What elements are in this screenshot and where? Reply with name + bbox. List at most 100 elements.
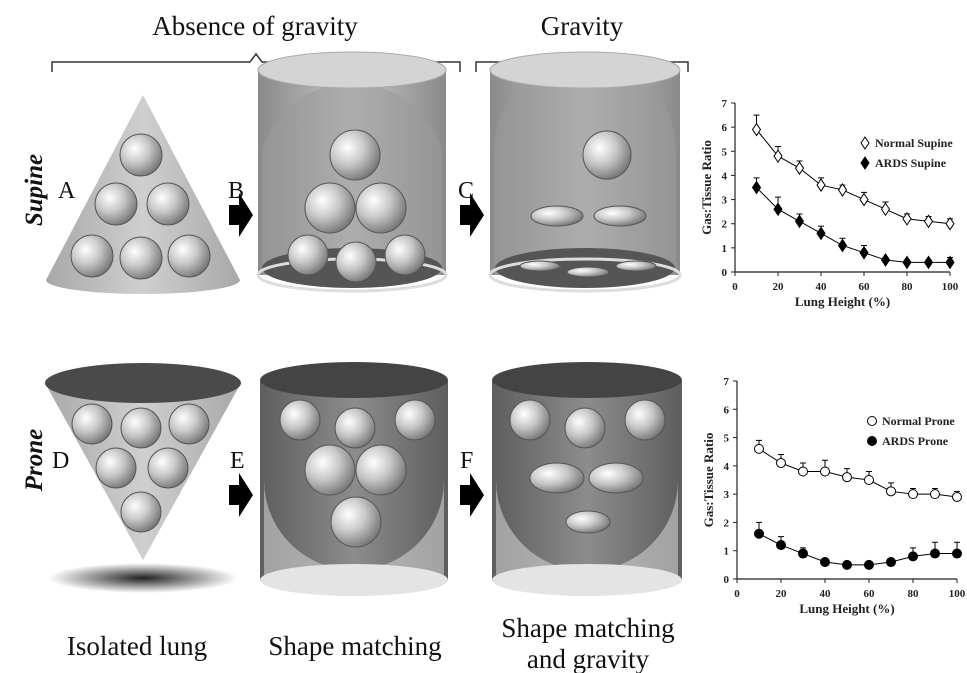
arrow <box>460 473 484 517</box>
marker <box>903 213 911 225</box>
alveolus <box>72 404 112 444</box>
x-axis-label: Lung Height (%) <box>795 294 890 309</box>
marker <box>887 558 896 567</box>
y-tick-label: 6 <box>722 122 728 134</box>
marker <box>796 215 804 227</box>
alveolus <box>96 448 136 488</box>
marker <box>843 560 852 569</box>
panel-letter: E <box>230 448 245 474</box>
alveolus <box>520 261 560 271</box>
marker <box>865 560 874 569</box>
x-tick-label: 0 <box>734 588 740 600</box>
alveolus <box>305 183 355 233</box>
dome <box>494 59 676 275</box>
legend-marker <box>868 437 877 446</box>
shadow <box>48 563 238 593</box>
x-tick-label: 80 <box>908 588 920 600</box>
cylinder-top <box>260 362 448 398</box>
y-tick-label: 6 <box>724 404 730 416</box>
marker <box>925 256 933 268</box>
y-tick-label: 5 <box>722 146 728 158</box>
marker <box>839 239 847 251</box>
x-tick-label: 100 <box>942 281 959 293</box>
y-tick-label: 2 <box>724 517 730 529</box>
illustration <box>45 52 682 596</box>
row-label: Supine <box>21 154 48 226</box>
alveolus <box>356 445 406 495</box>
y-tick-label: 4 <box>724 461 730 473</box>
caption: Isolated lung <box>67 631 207 661</box>
alveolus <box>169 404 209 444</box>
alveolus <box>565 408 605 448</box>
alveolus <box>330 130 380 180</box>
cylinder-top <box>258 52 446 88</box>
legend-label: Normal Supine <box>875 136 953 150</box>
alveolus <box>583 131 631 179</box>
marker <box>953 492 962 501</box>
marker <box>903 256 911 268</box>
x-tick-label: 60 <box>859 281 871 293</box>
y-tick-label: 3 <box>722 195 728 207</box>
legend-marker <box>868 417 877 426</box>
arrow <box>229 473 253 517</box>
x-tick-label: 0 <box>732 281 738 293</box>
marker <box>777 541 786 550</box>
marker <box>882 254 890 266</box>
alveolus <box>625 400 665 440</box>
marker <box>755 444 764 453</box>
marker <box>865 476 874 485</box>
alveolus <box>566 511 610 533</box>
panel-letter: F <box>460 448 473 474</box>
alveolus <box>147 183 189 225</box>
y-tick-label: 0 <box>722 267 728 279</box>
marker <box>799 549 808 558</box>
alveolus <box>335 408 375 448</box>
charts: 01234567020406080100Lung Height (%)Gas:T… <box>699 98 966 616</box>
marker <box>821 467 830 476</box>
alveolus <box>121 408 161 448</box>
legend-label: ARDS Supine <box>875 156 947 170</box>
marker <box>817 227 825 239</box>
alveolus <box>120 237 162 279</box>
marker <box>860 194 868 206</box>
marker <box>931 490 940 499</box>
marker <box>946 218 954 230</box>
marker <box>909 552 918 561</box>
x-tick-label: 40 <box>816 281 828 293</box>
y-axis-label: Gas:Tissue Ratio <box>701 433 716 528</box>
caption: Shape matching <box>268 631 441 661</box>
x-axis-label: Lung Height (%) <box>799 601 894 616</box>
alveolus <box>530 463 584 493</box>
marker <box>817 179 825 191</box>
alveolus <box>305 445 355 495</box>
alveolus <box>148 448 188 488</box>
alveolus <box>168 235 210 277</box>
marker <box>946 256 954 268</box>
alveolus <box>589 463 643 493</box>
caption: Shape matching <box>501 613 674 643</box>
series-line <box>757 188 951 263</box>
alveolus <box>121 492 161 532</box>
marker <box>755 529 764 538</box>
cylinder-top <box>492 362 682 398</box>
y-tick-label: 1 <box>722 243 728 255</box>
alveolus <box>567 267 609 277</box>
cylinder-top <box>490 52 680 88</box>
x-tick-label: 40 <box>820 588 832 600</box>
x-tick-label: 100 <box>949 588 966 600</box>
alveolus <box>288 235 328 275</box>
panel-letter: D <box>52 448 69 474</box>
marker <box>931 549 940 558</box>
x-tick-label: 20 <box>776 588 788 600</box>
y-tick-label: 7 <box>722 98 728 110</box>
marker <box>777 459 786 468</box>
x-tick-label: 60 <box>864 588 876 600</box>
alveolus <box>120 134 162 176</box>
marker <box>843 473 852 482</box>
legend-marker <box>861 137 869 149</box>
marker <box>821 558 830 567</box>
y-tick-label: 7 <box>724 376 730 388</box>
legend-marker <box>861 157 869 169</box>
marker <box>796 162 804 174</box>
figure: Absence of gravity Gravity Supine Prone … <box>0 0 967 673</box>
